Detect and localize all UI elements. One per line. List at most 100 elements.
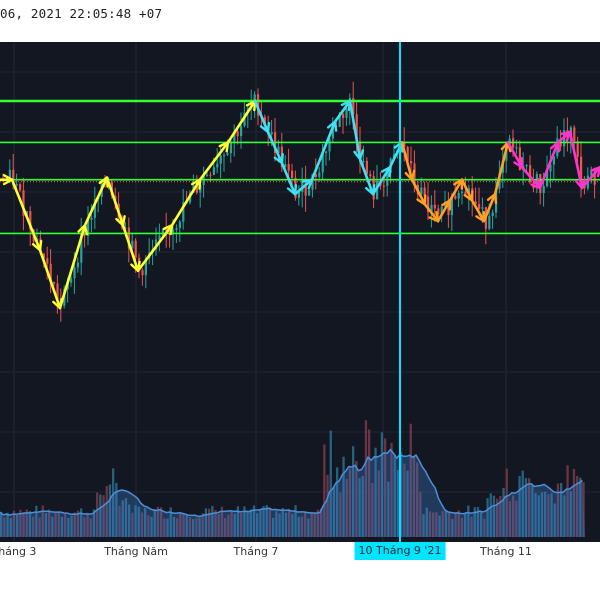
volume-bar: [16, 515, 19, 537]
volume-bar: [92, 509, 96, 537]
candle-body: [141, 270, 144, 276]
candle-body: [15, 184, 18, 186]
timestamp-bar: 06, 2021 22:05:48 +07: [0, 0, 600, 40]
volume-bar: [313, 513, 316, 537]
price-chart[interactable]: [0, 42, 600, 542]
candle-body: [474, 201, 477, 205]
volume-bar: [553, 503, 556, 537]
volume-bar: [76, 510, 80, 537]
volume-bar: [464, 512, 467, 537]
candle-body: [240, 125, 243, 137]
candle-body: [433, 204, 436, 209]
candle-body: [454, 196, 457, 199]
candle-body: [325, 151, 328, 153]
volume-bar: [515, 500, 518, 537]
volume-bar: [444, 510, 448, 537]
candle-body: [314, 174, 317, 177]
zigzag-segment: [293, 178, 314, 196]
volume-bar: [332, 486, 336, 537]
volume-bar: [249, 509, 252, 537]
zigzag-segment: [448, 178, 464, 202]
x-tick-label: Tháng 11: [480, 545, 532, 558]
volume-bar: [25, 509, 28, 537]
volume-bar: [361, 476, 364, 537]
volume-bar: [28, 511, 32, 537]
volume-bar: [355, 461, 358, 537]
volume-bar: [566, 465, 569, 537]
volume-bar: [297, 516, 300, 537]
volume-bar: [262, 506, 265, 537]
volume-bar: [467, 505, 470, 537]
volume-bar: [560, 482, 563, 537]
volume-bar: [534, 493, 537, 537]
volume-bar: [128, 504, 131, 537]
volume-bar: [268, 507, 272, 537]
candle-body: [287, 164, 290, 171]
volume-bar: [473, 507, 476, 537]
chart-area[interactable]: [0, 42, 600, 542]
volume-bar: [563, 495, 566, 537]
volume-bar: [342, 456, 345, 537]
volume-bar: [499, 495, 502, 537]
candle-body: [73, 267, 76, 279]
volume-bar: [518, 476, 521, 537]
volume-bar: [377, 470, 380, 537]
volume-bar: [572, 468, 576, 537]
volume-bar: [35, 505, 38, 537]
candle-body: [304, 179, 307, 196]
volume-bar: [6, 512, 9, 537]
volume-bar: [32, 516, 35, 537]
volume-bar: [208, 508, 211, 537]
volume-bar: [48, 509, 51, 537]
candle-body: [49, 263, 52, 282]
candle-body: [158, 235, 161, 240]
candle-body: [70, 278, 73, 283]
volume-bar: [496, 498, 499, 537]
volume-bar: [547, 494, 550, 537]
volume-bar: [41, 505, 44, 537]
volume-bar: [316, 509, 320, 537]
candle-body: [223, 154, 226, 156]
volume-bar: [96, 492, 99, 537]
volume-bar: [281, 508, 284, 537]
zigzag-segment: [568, 130, 584, 190]
volume-bar: [54, 512, 57, 537]
zigzag-segment: [226, 99, 257, 144]
volume-bar: [22, 512, 25, 537]
volume-bar: [352, 446, 355, 537]
candle-body: [19, 184, 22, 191]
volume-bar: [438, 515, 441, 537]
candle-body: [342, 114, 345, 118]
volume-bar: [432, 512, 435, 537]
volume-bar: [3, 517, 6, 537]
candle-body: [233, 131, 236, 142]
volume-bar: [134, 505, 137, 537]
volume-bar: [304, 511, 307, 537]
candle-body: [440, 206, 443, 215]
candle-body: [229, 141, 232, 154]
volume-bar: [108, 484, 112, 537]
volume-bar: [227, 514, 230, 537]
volume-bar: [528, 478, 531, 537]
volume-bar: [486, 498, 489, 537]
zigzag-segment: [520, 165, 542, 190]
volume-bar: [73, 512, 76, 537]
volume-bar: [230, 510, 233, 537]
volume-bar: [265, 505, 268, 537]
volume-bar: [275, 511, 278, 537]
volume-bar: [99, 494, 102, 537]
zigzag-segment: [38, 248, 62, 310]
volume-bar: [512, 495, 515, 537]
candle-body: [165, 228, 168, 232]
candle-body: [216, 163, 219, 168]
candle-body: [8, 169, 11, 180]
zigzag-segment: [538, 141, 560, 190]
volume-bar: [201, 513, 204, 537]
zigzag-segment: [170, 178, 202, 227]
zigzag-segment: [10, 178, 42, 252]
volume-bar: [544, 491, 547, 537]
bottom-padding: [0, 562, 600, 600]
candle-body: [529, 165, 532, 183]
volume-bar: [163, 518, 166, 537]
volume-bar: [288, 508, 291, 537]
